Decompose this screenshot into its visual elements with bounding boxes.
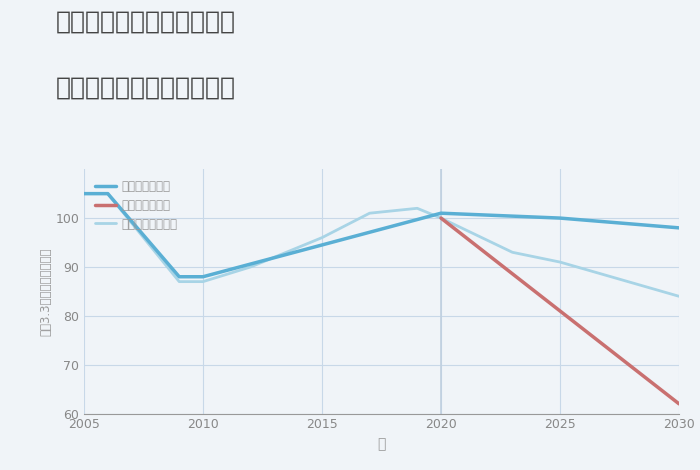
ノーマルシナリオ	[365, 211, 374, 216]
グッドシナリオ	[80, 191, 88, 196]
X-axis label: 年: 年	[377, 437, 386, 451]
Line: グッドシナリオ: グッドシナリオ	[84, 194, 679, 277]
グッドシナリオ	[175, 274, 183, 280]
ノーマルシナリオ	[413, 205, 421, 211]
ノーマルシナリオ	[437, 215, 445, 221]
バッドシナリオ	[675, 401, 683, 407]
ノーマルシナリオ	[508, 250, 517, 255]
グッドシナリオ	[104, 191, 112, 196]
Text: 中古マンションの価格推移: 中古マンションの価格推移	[56, 75, 236, 99]
グッドシナリオ	[675, 225, 683, 231]
ノーマルシナリオ	[175, 279, 183, 284]
Line: バッドシナリオ: バッドシナリオ	[441, 218, 679, 404]
ノーマルシナリオ	[199, 279, 207, 284]
ノーマルシナリオ	[556, 259, 564, 265]
Line: ノーマルシナリオ: ノーマルシナリオ	[84, 194, 679, 296]
ノーマルシナリオ	[104, 191, 112, 196]
グッドシナリオ	[556, 215, 564, 221]
Text: 奈良県吉野郡吉野町丹治の: 奈良県吉野郡吉野町丹治の	[56, 9, 236, 33]
ノーマルシナリオ	[246, 264, 255, 270]
ノーマルシナリオ	[675, 293, 683, 299]
グッドシナリオ	[437, 211, 445, 216]
ノーマルシナリオ	[80, 191, 88, 196]
Y-axis label: 坪（3.3㎡）単価（万円）: 坪（3.3㎡）単価（万円）	[39, 247, 52, 336]
ノーマルシナリオ	[318, 235, 326, 241]
バッドシナリオ	[437, 215, 445, 221]
グッドシナリオ	[199, 274, 207, 280]
Legend: グッドシナリオ, バッドシナリオ, ノーマルシナリオ: グッドシナリオ, バッドシナリオ, ノーマルシナリオ	[90, 175, 183, 235]
